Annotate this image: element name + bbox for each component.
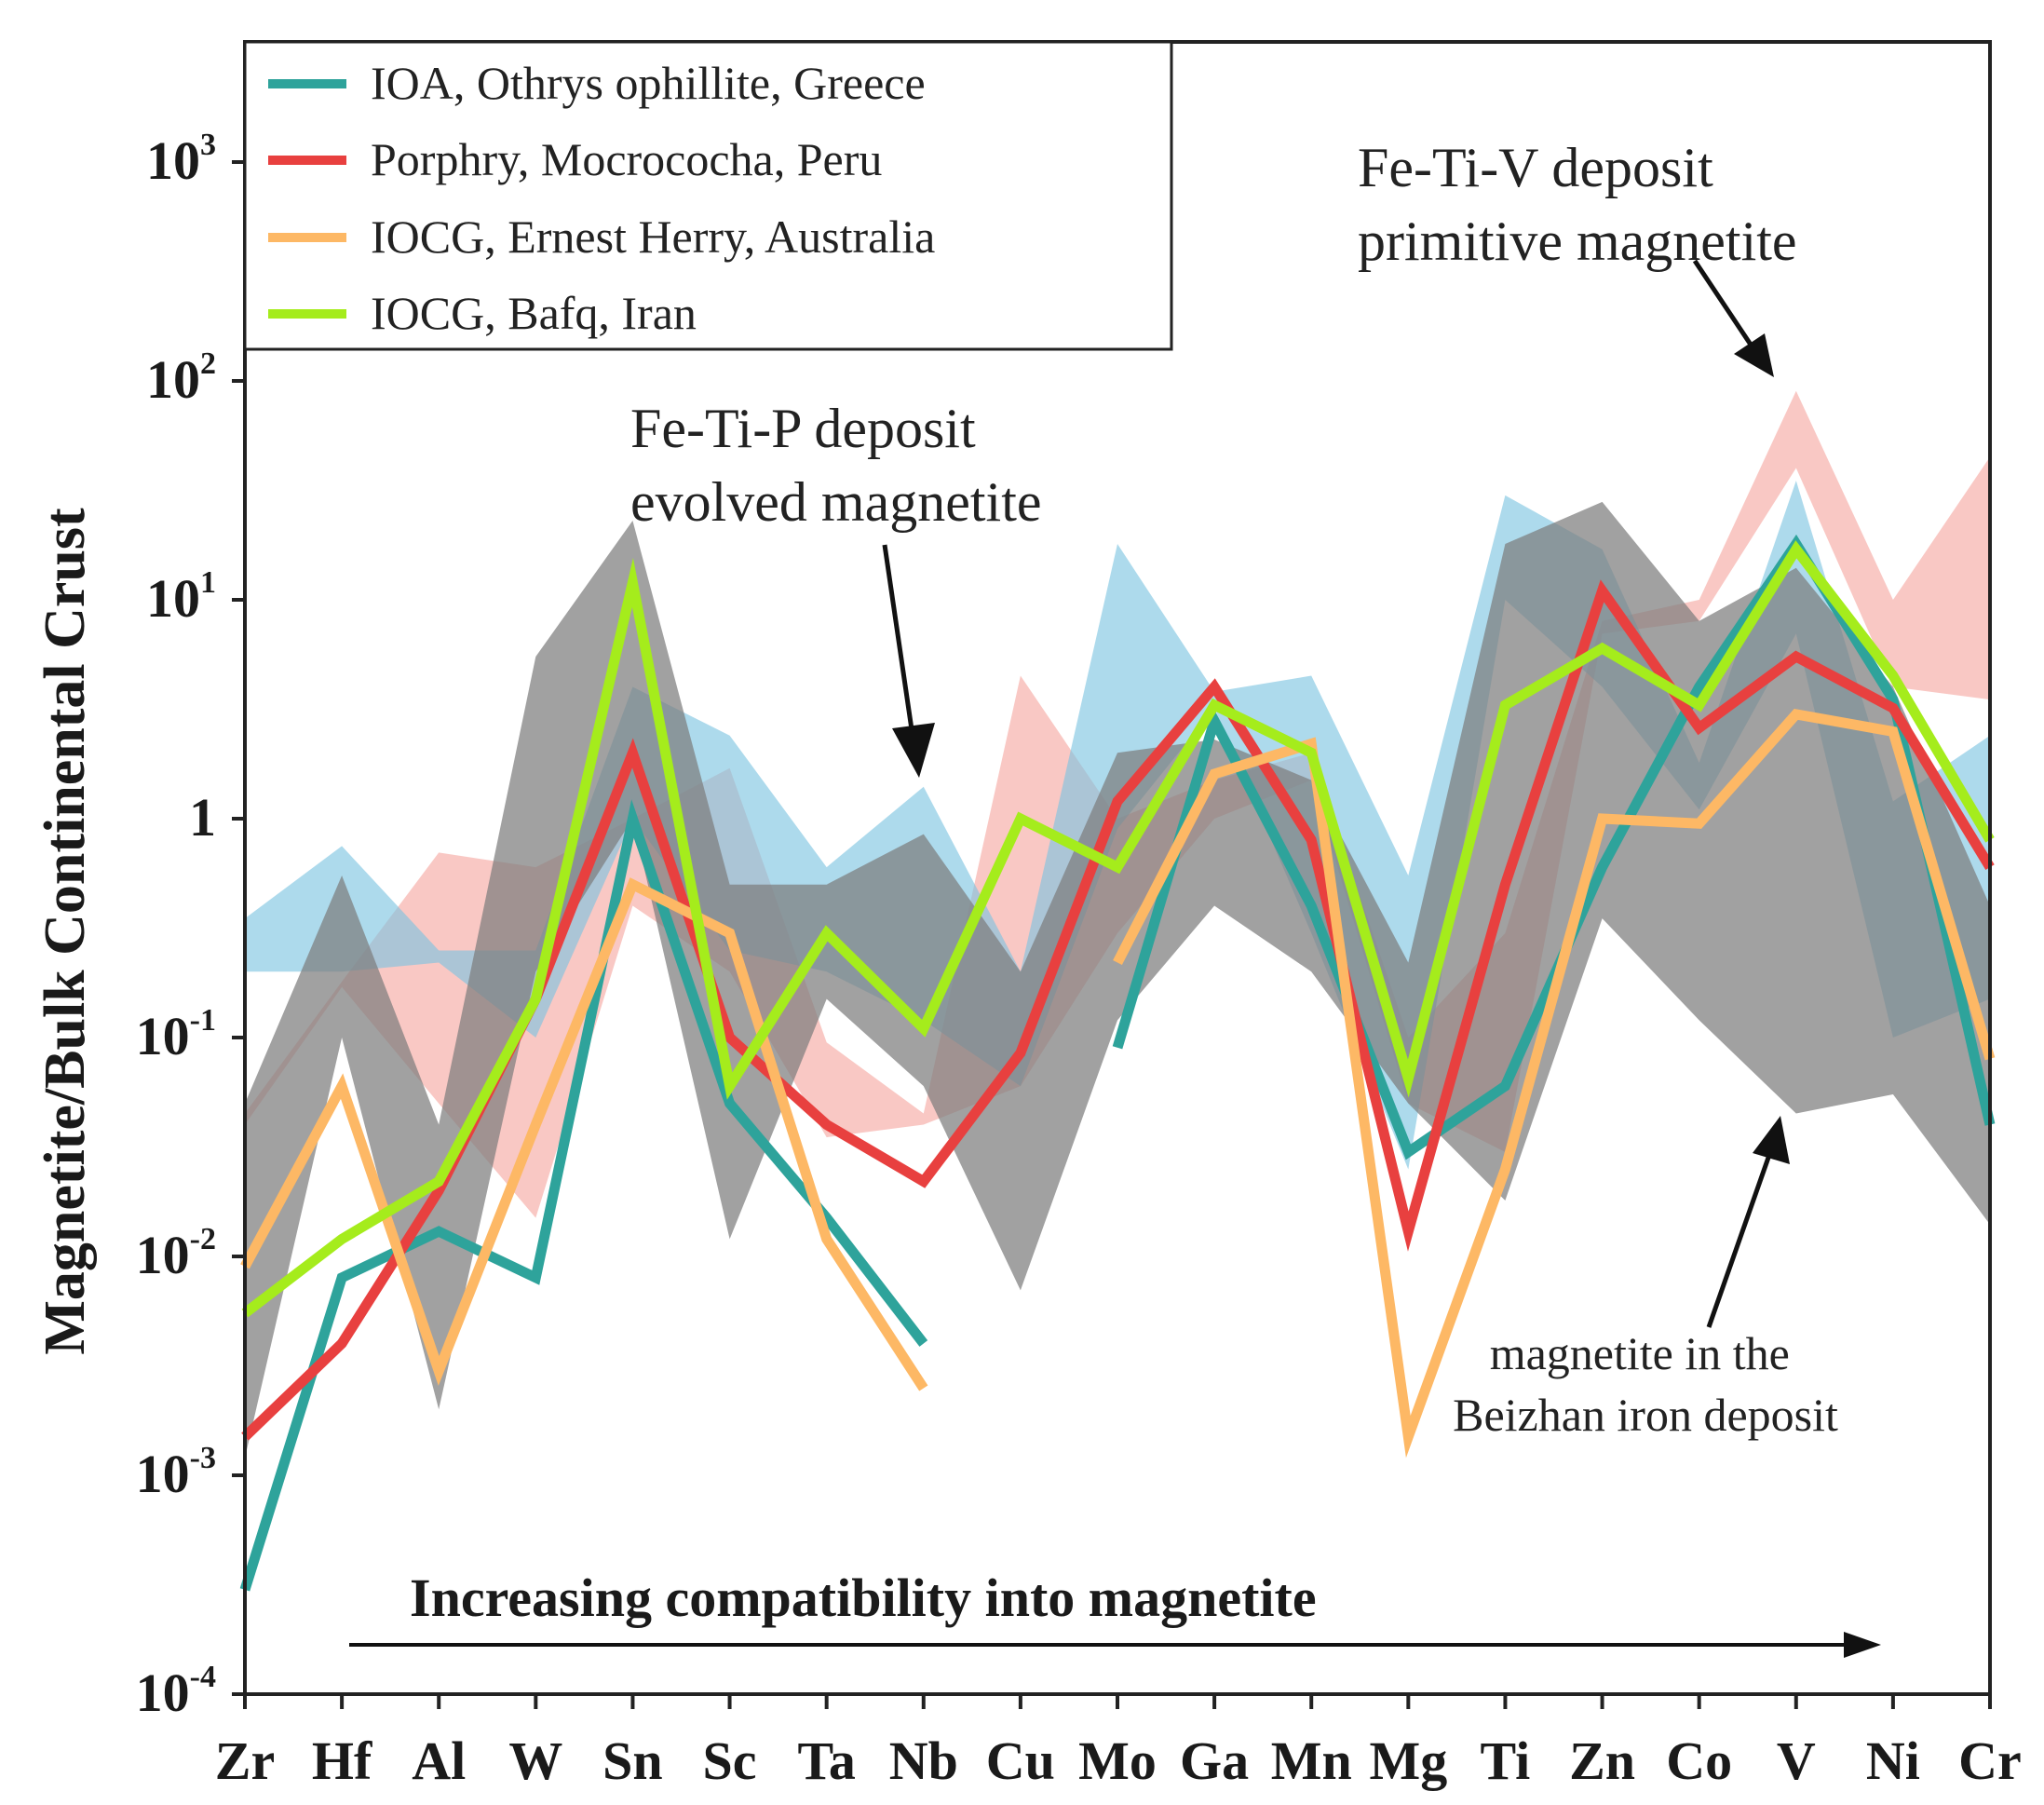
legend: IOA, Othrys ophillite, Greece Porphry, Mo… — [243, 40, 1173, 351]
x-axis: Zr Hf Al W Sn Sc Ta Nb Cu Mo Ga Mn Mg Ti Zn Co V Ni Cr — [215, 1694, 2022, 1791]
series-line-2-0 — [240, 877, 928, 1391]
arrow-fetiv-head — [1734, 333, 1774, 377]
band-0 — [245, 390, 1990, 1218]
x-tick-label-al: Al — [412, 1730, 466, 1791]
x-tick-label-nb: Nb — [889, 1730, 958, 1791]
x-tick-label-sn: Sn — [602, 1730, 663, 1791]
x-tick-label-ni: Ni — [1866, 1730, 1920, 1791]
x-tick-label-mg: Mg — [1369, 1730, 1447, 1791]
y-tick-label-3: 10-1 — [136, 1003, 216, 1066]
annotations: Fe-Ti-P deposit evolved magnetite Fe-Ti-… — [349, 137, 1881, 1658]
series-2 — [240, 708, 1996, 1459]
x-tick-label-v: V — [1777, 1730, 1816, 1791]
y-tick-label-1: 10-3 — [136, 1441, 216, 1504]
arrow-beizhan-head — [1753, 1116, 1790, 1164]
legend-label-1: Porphry, Mocrococha, Peru — [371, 133, 882, 185]
x-tick-label-sc: Sc — [703, 1730, 757, 1791]
x-tick-label-mo: Mo — [1078, 1730, 1157, 1791]
annotation-fetip: Fe-Ti-P deposit evolved magnetite — [630, 398, 1042, 533]
x-tick-label-cr: Cr — [1958, 1730, 2022, 1791]
annotation-beizhan: magnetite in the Beizhan iron deposit — [1453, 1327, 1838, 1441]
x-tick-label-hf: Hf — [312, 1730, 372, 1791]
x-tick-label-co: Co — [1666, 1730, 1732, 1791]
x-tick-label-ga: Ga — [1180, 1730, 1249, 1791]
y-tick-label-2: 10-2 — [136, 1222, 216, 1285]
compatibility-label: Increasing compatibility into magnetite — [410, 1568, 1317, 1628]
x-tick-label-w: W — [508, 1730, 562, 1791]
compatibility-arrow-head — [1844, 1632, 1881, 1658]
legend-label-2: IOCG, Ernest Herry, Australia — [371, 210, 935, 263]
x-tick-label-zr: Zr — [215, 1730, 275, 1791]
series-line-3-0 — [241, 540, 1995, 1318]
x-tick-label-cu: Cu — [986, 1730, 1055, 1791]
arrow-fetiv-shaft — [1692, 259, 1753, 346]
arrow-fetip-head — [892, 723, 935, 778]
legend-label-0: IOA, Othrys ophillite, Greece — [371, 57, 926, 109]
legend-label-3: IOCG, Bafq, Iran — [371, 287, 697, 339]
y-tick-label-7: 103 — [146, 128, 216, 191]
legend-box — [243, 40, 1173, 351]
x-tick-label-ta: Ta — [797, 1730, 855, 1791]
series-line-2-1 — [1113, 708, 1996, 1459]
annotation-fetiv: Fe-Ti-V deposit primitive magnetite — [1358, 137, 1797, 272]
series-layer — [239, 534, 1996, 1592]
series-3 — [241, 540, 1995, 1318]
y-axis-label: Magnetite/Bulk Continental Crust — [34, 508, 97, 1355]
x-tick-label-ti: Ti — [1481, 1730, 1531, 1791]
arrow-fetip-shaft — [882, 544, 915, 737]
y-axis: 10-4 10-3 10-2 10-1 1 101 102 103 — [136, 128, 245, 1723]
y-tick-label-4: 1 — [189, 787, 216, 848]
y-tick-label-5: 101 — [146, 565, 216, 629]
bands-layer — [245, 390, 1990, 1459]
x-tick-label-mn: Mn — [1271, 1730, 1352, 1791]
y-tick-label-6: 102 — [146, 346, 216, 410]
y-tick-label-0: 10-4 — [136, 1660, 216, 1723]
x-tick-label-zn: Zn — [1569, 1730, 1635, 1791]
arrow-beizhan-shaft — [1706, 1154, 1772, 1328]
